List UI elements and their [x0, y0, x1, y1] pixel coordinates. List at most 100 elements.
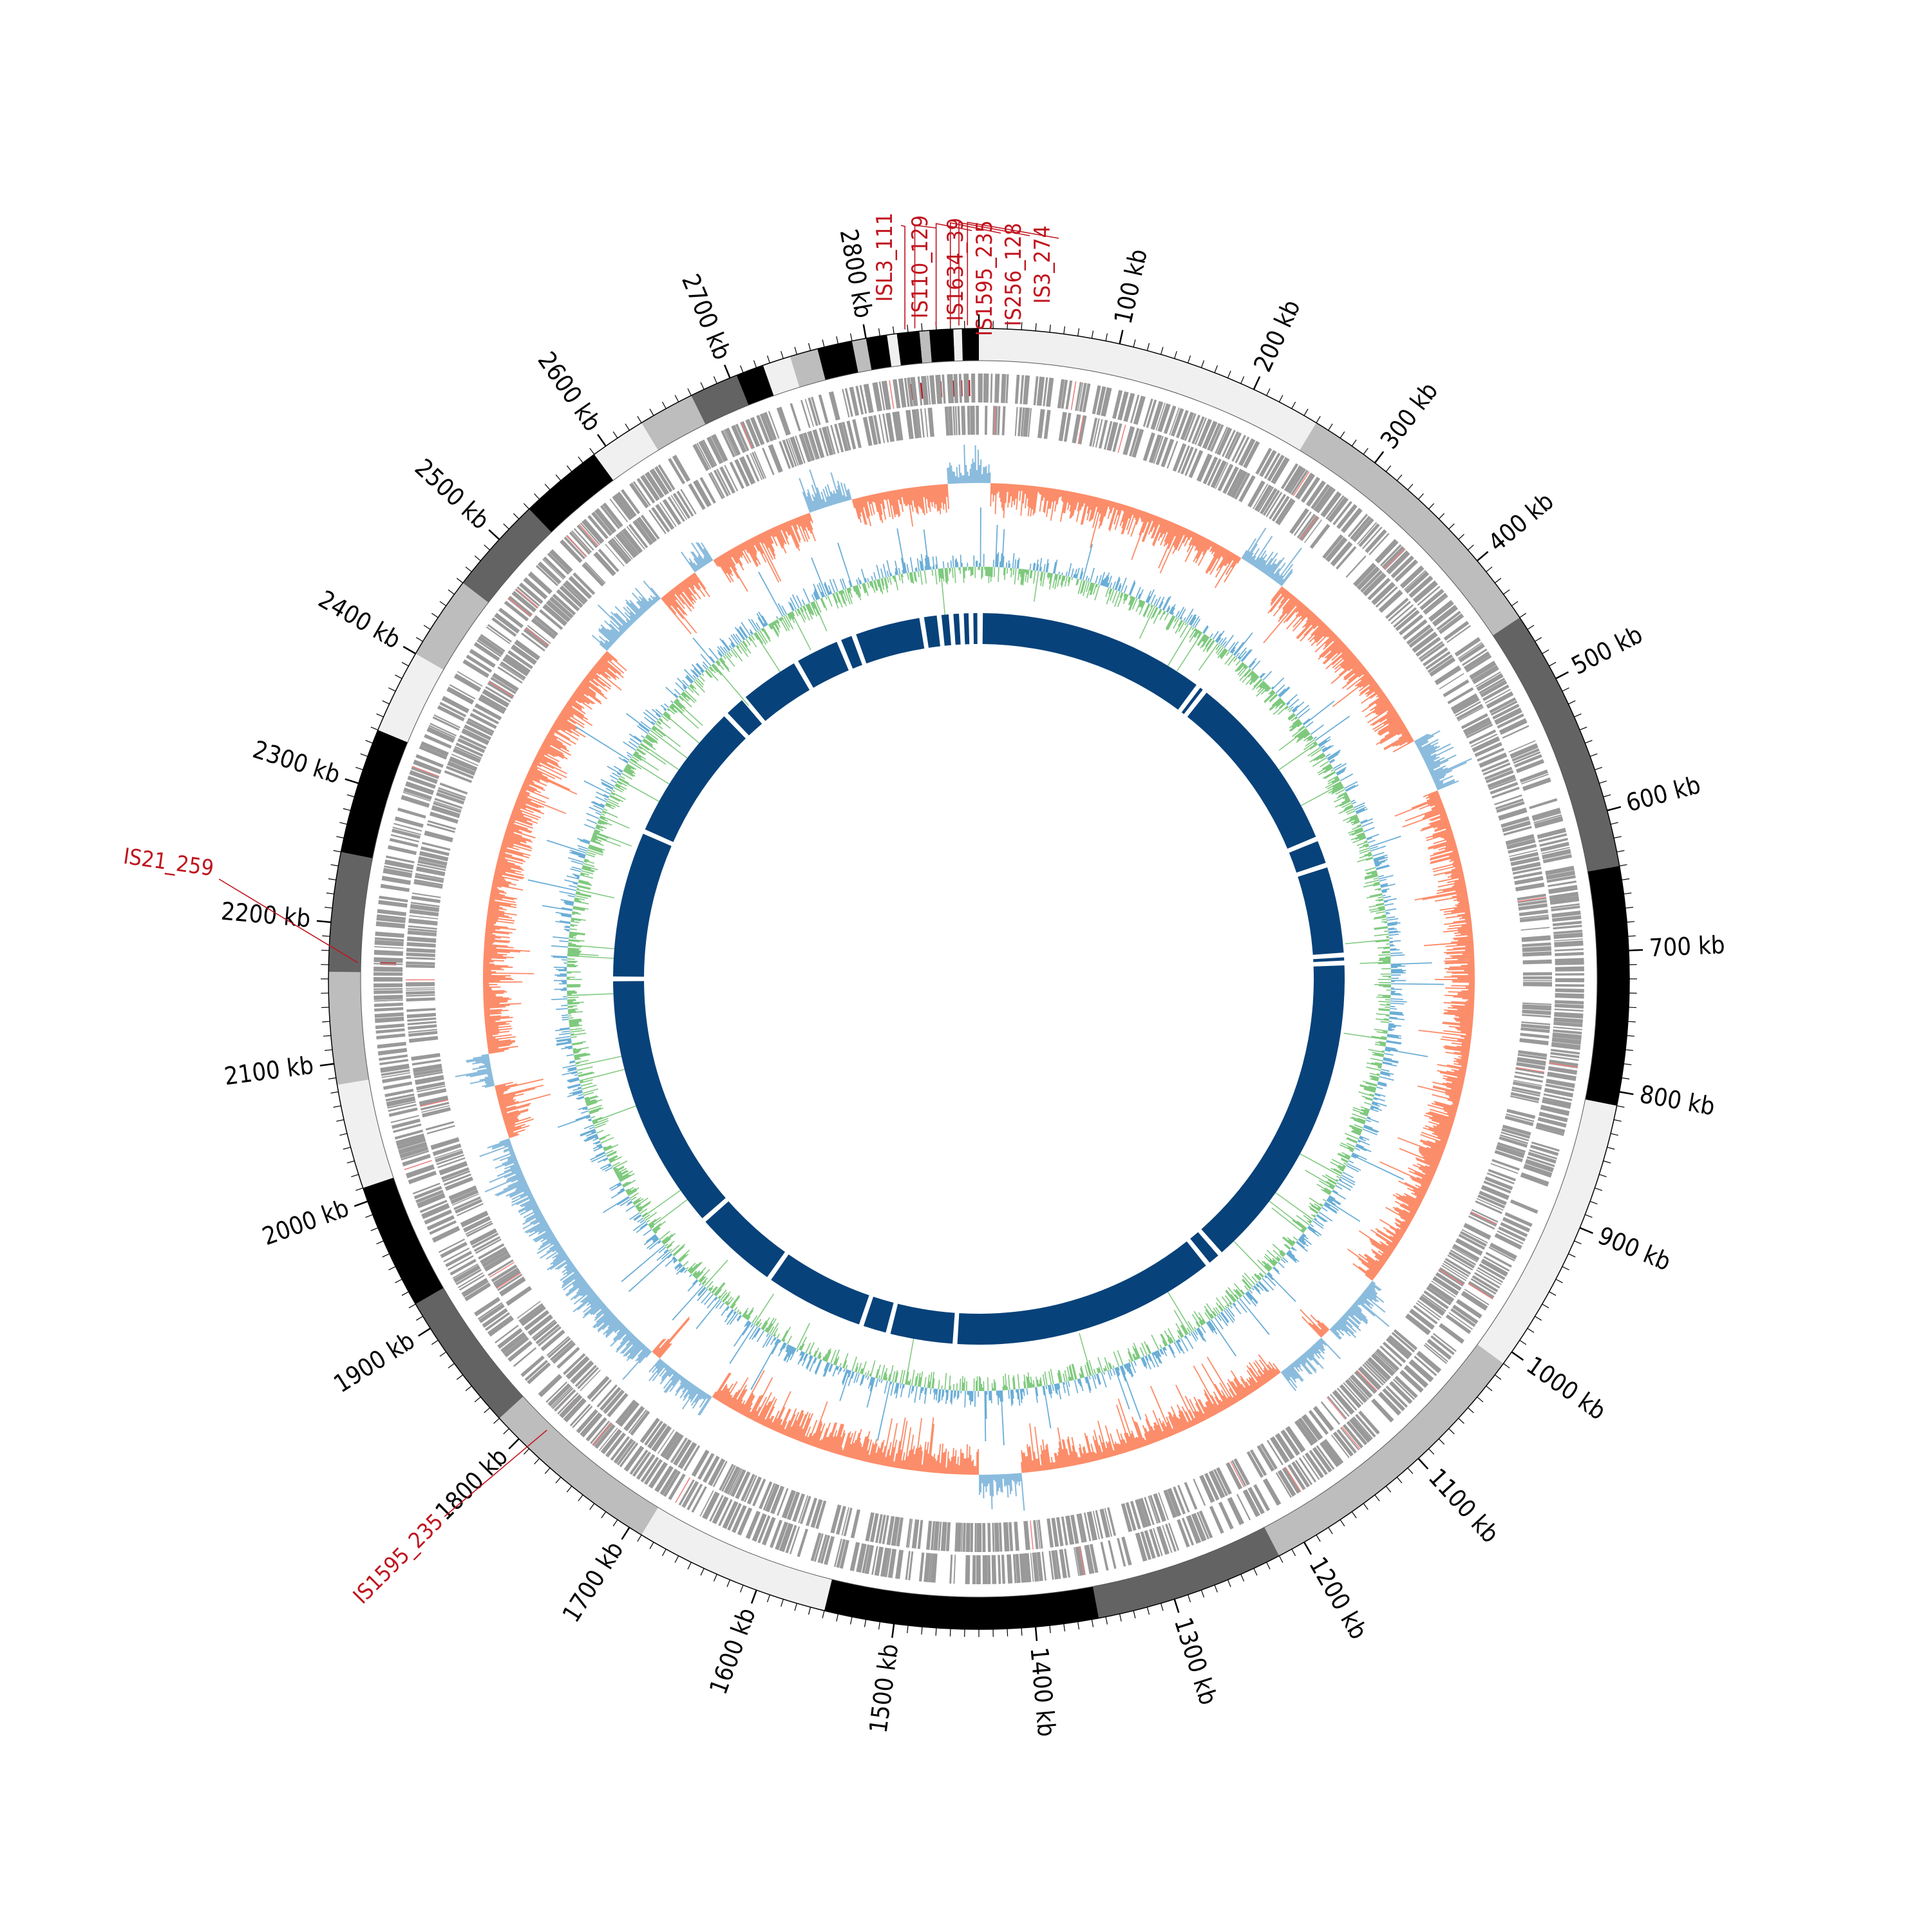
minor-tick: [1595, 766, 1602, 770]
major-tick: [862, 324, 867, 339]
contig-segment: [790, 348, 826, 388]
minor-tick: [1579, 726, 1587, 731]
inner-block: [923, 615, 941, 648]
minor-tick: [781, 1599, 784, 1607]
contig-segment: [1300, 422, 1520, 636]
contig-segment: [377, 654, 444, 743]
tick-label: 1600 kb: [704, 1604, 761, 1698]
major-tick: [1173, 1598, 1180, 1613]
minor-tick: [493, 1417, 500, 1424]
minor-tick: [1494, 578, 1502, 583]
contig-segment: [641, 395, 706, 451]
minor-tick: [1448, 1428, 1455, 1435]
minor-tick: [1624, 1063, 1632, 1065]
minor-tick: [1613, 1119, 1622, 1122]
is-label-connector: [935, 223, 972, 327]
minor-tick: [1063, 1624, 1065, 1632]
minor-tick: [1174, 351, 1177, 359]
major-tick: [1628, 949, 1643, 952]
minor-tick: [589, 1503, 595, 1510]
minor-tick: [1595, 1188, 1602, 1191]
minor-tick: [370, 1227, 379, 1231]
minor-tick: [1063, 326, 1065, 334]
contig-segment: [499, 1396, 658, 1535]
minor-tick: [456, 578, 464, 583]
tick-label: 500 kb: [1567, 620, 1647, 680]
tick-label: 800 kb: [1638, 1080, 1717, 1121]
minor-tick: [907, 325, 909, 333]
minor-tick: [661, 1549, 667, 1557]
gc-content-below: [567, 567, 1391, 1391]
minor-tick: [850, 1616, 853, 1625]
minor-tick: [713, 1574, 717, 1582]
minor-tick: [401, 661, 409, 667]
tick-label: 1800 kb: [430, 1442, 513, 1526]
minor-tick: [1574, 1240, 1582, 1245]
tick-label: 2300 kb: [249, 735, 343, 789]
minor-tick: [781, 351, 784, 359]
tick-label: 300 kb: [1375, 377, 1444, 454]
minor-tick: [836, 1613, 838, 1622]
minor-tick: [1542, 649, 1549, 654]
major-tick: [750, 1589, 757, 1604]
minor-tick: [808, 343, 811, 351]
minor-tick: [1622, 878, 1630, 880]
minor-tick: [674, 1555, 679, 1563]
tick-label: 700 kb: [1649, 931, 1725, 962]
minor-tick: [395, 674, 402, 679]
minor-tick: [864, 1619, 867, 1627]
minor-tick: [370, 726, 379, 731]
minor-tick: [1511, 601, 1519, 607]
major-tick: [1607, 806, 1622, 811]
minor-tick: [431, 612, 439, 618]
minor-tick: [1340, 431, 1345, 439]
minor-tick: [1266, 388, 1271, 396]
minor-tick: [1363, 1503, 1368, 1510]
contig-segment: [979, 328, 1316, 451]
minor-tick: [1316, 1535, 1321, 1542]
contig-segment: [824, 1579, 1099, 1629]
inner-block-ring: [613, 613, 1345, 1345]
minor-tick: [1477, 1396, 1484, 1403]
contig-segment: [529, 454, 614, 533]
minor-tick: [328, 1077, 336, 1080]
contig-segment: [594, 422, 658, 480]
minor-tick: [1278, 1555, 1283, 1563]
minor-tick: [1007, 1629, 1009, 1637]
minor-tick: [1214, 1585, 1218, 1593]
minor-tick: [503, 1428, 509, 1435]
minor-tick: [1467, 1407, 1474, 1414]
minor-tick: [713, 376, 717, 384]
minor-tick: [336, 1119, 345, 1122]
minor-tick: [1458, 1417, 1464, 1424]
minor-tick: [1160, 1603, 1164, 1611]
minor-tick: [1200, 360, 1205, 368]
minor-tick: [503, 523, 509, 530]
minor-tick: [637, 415, 642, 423]
contig-segment: [762, 356, 800, 396]
minor-tick: [766, 1595, 770, 1602]
major-tick: [1555, 671, 1569, 679]
minor-tick: [1133, 1610, 1136, 1618]
minor-tick: [1160, 346, 1164, 355]
contig-segment: [363, 1177, 444, 1304]
minor-tick: [949, 1629, 951, 1637]
minor-tick: [325, 907, 333, 909]
minor-tick: [439, 1351, 447, 1357]
minor-tick: [1316, 415, 1321, 423]
inner-block: [941, 614, 951, 646]
minor-tick: [1549, 1291, 1557, 1296]
is-element-label: ISL3_111: [872, 213, 898, 302]
minor-tick: [822, 339, 825, 348]
gc-content-track: [527, 507, 1444, 1446]
major-tick: [597, 433, 607, 447]
minor-tick: [1385, 1486, 1392, 1493]
minor-tick: [1589, 1200, 1598, 1205]
minor-tick: [1077, 328, 1080, 336]
minor-tick: [1503, 589, 1510, 595]
contig-segment: [641, 1507, 832, 1611]
minor-tick: [544, 484, 551, 491]
minor-tick: [1629, 1007, 1637, 1009]
inner-block: [645, 716, 746, 842]
minor-tick: [1396, 1477, 1403, 1484]
